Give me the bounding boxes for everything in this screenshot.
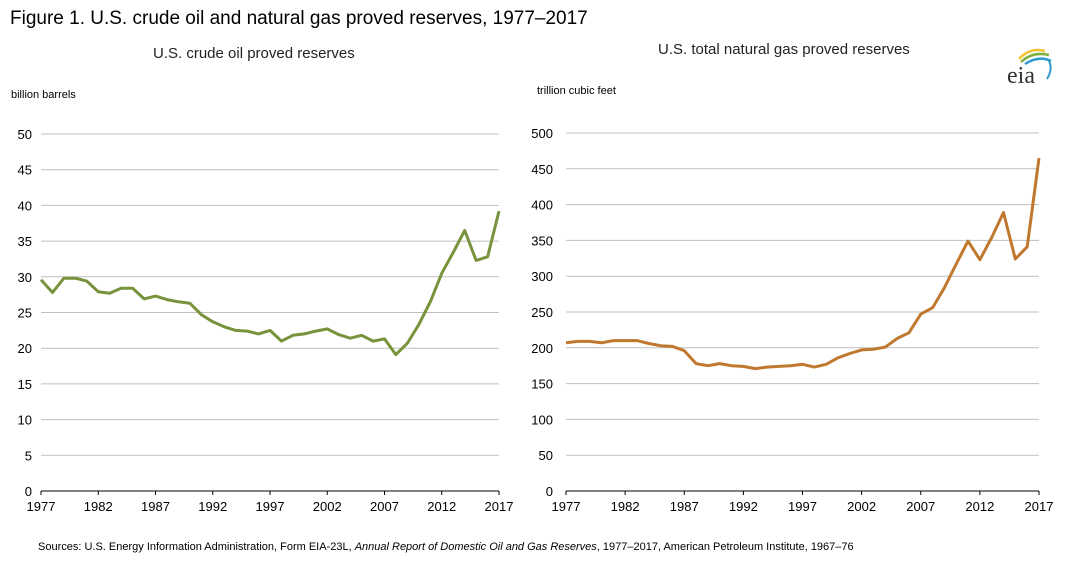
oil-y-axis-label: billion barrels <box>11 89 76 101</box>
oil-x-tick-label: 1982 <box>84 499 113 514</box>
oil-chart: 0 5 10 15 20 25 30 35 40 45 50 1977 1982 1987 1992 1997… <box>18 127 514 514</box>
oil-series-line <box>39 210 501 357</box>
gas-x-tick-label: 1987 <box>670 499 699 514</box>
source-note: Sources: U.S. Energy Information Adminis… <box>38 541 854 553</box>
gas-y-tick-label: 150 <box>531 377 553 392</box>
oil-x-tick-label: 1977 <box>27 499 56 514</box>
oil-x-tick-label: 2007 <box>370 499 399 514</box>
oil-y-tick-label: 50 <box>18 127 32 142</box>
oil-x-tick-label: 2012 <box>427 499 456 514</box>
oil-y-tick-label: 40 <box>18 198 32 213</box>
gas-y-tick-label: 450 <box>531 162 553 177</box>
gas-y-tick-label: 0 <box>546 484 553 499</box>
oil-y-tick-label: 0 <box>25 484 32 499</box>
eia-logo: eia <box>1005 45 1055 90</box>
gas-x-tick-label: 2002 <box>847 499 876 514</box>
gas-x-tick-label: 2017 <box>1025 499 1054 514</box>
oil-y-tick-label: 45 <box>18 163 32 178</box>
gas-x-tick-label: 1992 <box>729 499 758 514</box>
gas-chart-title: U.S. total natural gas proved reserves <box>658 41 910 58</box>
source-suffix: , 1977–2017, American Petroleum Institut… <box>596 541 854 553</box>
oil-x-tick-label: 2017 <box>485 499 514 514</box>
oil-x-tick-label: 1992 <box>198 499 227 514</box>
eia-logo-icon: eia <box>1007 48 1052 89</box>
oil-x-tick-label: 2002 <box>313 499 342 514</box>
oil-y-tick-label: 35 <box>18 234 32 249</box>
gas-y-tick-label: 350 <box>531 233 553 248</box>
gas-x-tick-label: 2012 <box>965 499 994 514</box>
gas-y-axis-label: trillion cubic feet <box>537 85 616 97</box>
figure-title: Figure 1. U.S. crude oil and natural gas… <box>10 8 588 29</box>
oil-x-tick-label: 1987 <box>141 499 170 514</box>
gas-y-tick-label: 200 <box>531 341 553 356</box>
gas-x-tick-label: 1982 <box>611 499 640 514</box>
oil-y-tick-label: 25 <box>18 306 32 321</box>
oil-chart-title: U.S. crude oil proved reserves <box>153 45 355 62</box>
oil-y-tick-label: 15 <box>18 377 32 392</box>
gas-x-tick-label: 1977 <box>552 499 581 514</box>
gas-y-tick-label: 100 <box>531 412 553 427</box>
gas-y-tick-label: 300 <box>531 269 553 284</box>
gas-x-tick-label: 2007 <box>906 499 935 514</box>
gas-x-tick-label: 1997 <box>788 499 817 514</box>
gas-y-tick-label: 250 <box>531 305 553 320</box>
gas-series-line <box>565 157 1041 371</box>
gas-y-tick-label: 500 <box>531 126 553 141</box>
oil-y-tick-label: 20 <box>18 341 32 356</box>
oil-y-tick-label: 30 <box>18 270 32 285</box>
oil-x-tick-label: 1997 <box>256 499 285 514</box>
gas-y-tick-label: 400 <box>531 198 553 213</box>
gas-chart: 0 50 100 150 200 250 300 350 400 450 500 1977 1982 19… <box>531 126 1053 514</box>
gas-y-tick-label: 50 <box>539 448 553 463</box>
source-prefix: Sources: U.S. Energy Information Adminis… <box>38 541 355 553</box>
eia-logo-text: eia <box>1007 63 1035 89</box>
oil-y-tick-label: 10 <box>18 413 32 428</box>
source-italic: Annual Report of Domestic Oil and Gas Re… <box>354 541 597 553</box>
oil-y-tick-label: 5 <box>25 448 32 463</box>
